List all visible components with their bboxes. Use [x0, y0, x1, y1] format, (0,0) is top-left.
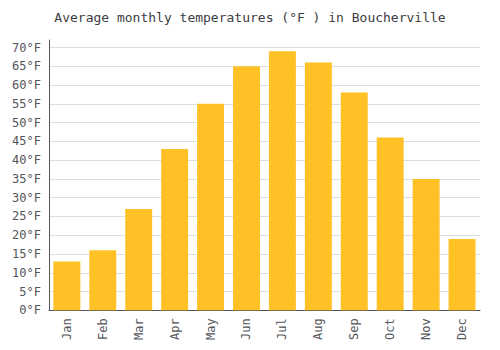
svg-text:Aug: Aug	[311, 318, 325, 340]
svg-text:0°F: 0°F	[19, 303, 41, 317]
svg-text:70°F: 70°F	[12, 41, 41, 55]
svg-text:30°F: 30°F	[12, 191, 41, 205]
svg-text:60°F: 60°F	[12, 78, 41, 92]
svg-text:55°F: 55°F	[12, 97, 41, 111]
svg-text:25°F: 25°F	[12, 209, 41, 223]
svg-text:15°F: 15°F	[12, 247, 41, 261]
svg-text:40°F: 40°F	[12, 153, 41, 167]
svg-text:Mar: Mar	[132, 318, 146, 340]
svg-text:Jul: Jul	[275, 318, 289, 340]
svg-text:Dec: Dec	[455, 318, 469, 340]
svg-text:Average monthly temperatures (: Average monthly temperatures (°F ) in Bo…	[54, 10, 446, 25]
svg-text:65°F: 65°F	[12, 59, 41, 73]
svg-text:Nov: Nov	[419, 318, 433, 340]
svg-text:50°F: 50°F	[12, 116, 41, 130]
svg-text:Sep: Sep	[347, 318, 361, 340]
svg-text:10°F: 10°F	[12, 266, 41, 280]
svg-text:20°F: 20°F	[12, 228, 41, 242]
svg-text:45°F: 45°F	[12, 134, 41, 148]
svg-text:35°F: 35°F	[12, 172, 41, 186]
svg-text:Feb: Feb	[96, 318, 110, 340]
svg-text:5°F: 5°F	[19, 285, 41, 299]
svg-text:May: May	[204, 318, 218, 340]
svg-text:Apr: Apr	[168, 318, 182, 340]
svg-text:Oct: Oct	[383, 318, 397, 340]
svg-text:Jan: Jan	[60, 318, 74, 340]
svg-text:Jun: Jun	[239, 318, 253, 340]
